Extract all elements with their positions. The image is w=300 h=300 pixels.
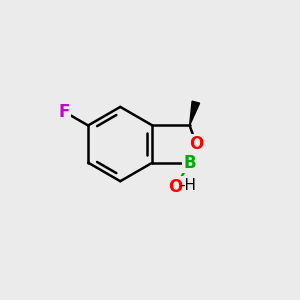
Text: F: F [58,103,70,121]
Polygon shape [190,101,200,125]
Text: O: O [169,178,183,196]
Text: O: O [189,135,203,153]
Text: B: B [183,154,196,172]
Text: -H: -H [180,178,197,193]
